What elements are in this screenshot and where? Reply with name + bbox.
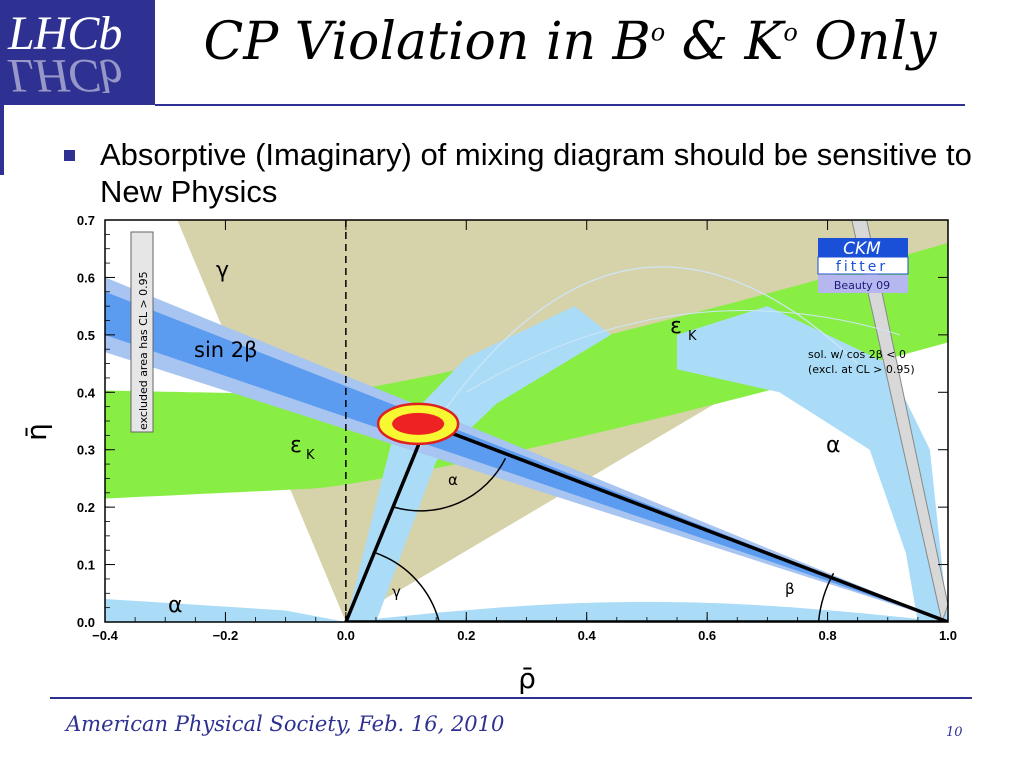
apex-ellipse-inner: [392, 412, 445, 435]
x-tick-label: 0.4: [578, 628, 597, 643]
y-tick-label: 0.5: [77, 328, 95, 343]
angle-beta-label: β: [785, 580, 795, 598]
alpha-band-left: [105, 599, 346, 622]
cos2beta-note-line1: sol. w/ cos 2β < 0: [808, 348, 906, 361]
y-tick-label: 0.3: [77, 443, 95, 458]
y-tick-label: 0.7: [77, 213, 95, 228]
sin2beta-inner-band: [105, 291, 948, 622]
y-tick-label: 0.2: [77, 500, 95, 515]
angle-alpha-label: α: [448, 471, 458, 489]
alpha-band-center: [345, 306, 611, 622]
legend-subtitle: fitter: [836, 259, 888, 275]
y-tick-label: 0.6: [77, 270, 95, 285]
alpha-band-right: [677, 306, 948, 622]
ckm-chart: −0.4 −0.2 0.0 0.2 0.4 0.6 0.8 1.0 0.0 0.1 0.2 0.3 0.…: [20, 213, 957, 695]
excluded-note: excluded area has CL > 0.95: [137, 271, 150, 430]
x-tick-label: 0.0: [337, 628, 355, 643]
gamma-label-top: γ: [216, 258, 229, 283]
legend-conference: Beauty 09: [834, 279, 890, 292]
title-rule: [155, 104, 965, 106]
slide-title: CP Violation in Bo & Ko Only: [203, 12, 937, 72]
cos2beta-band: [851, 220, 948, 622]
y-tick-label: 0.1: [77, 558, 95, 573]
legend-ckm-bg: [818, 238, 908, 257]
x-tick-label: 1.0: [939, 628, 957, 643]
footer-rule: [50, 697, 972, 699]
epsK-label-left-sub: K: [306, 448, 315, 463]
legend-title: CKM: [843, 239, 881, 259]
epsK-label-left: ε: [290, 433, 302, 458]
lhcb-logo: LHCb LHCb: [0, 0, 155, 105]
x-tick-label: 0.2: [457, 628, 475, 643]
y-tick-label: 0.4: [77, 385, 96, 400]
logo-bar: [0, 105, 4, 175]
bullet-text: Absorptive (Imaginary) of mixing diagram…: [100, 137, 972, 209]
logo-text: LHCb: [8, 7, 122, 60]
footer-text: American Physical Society, Feb. 16, 2010: [66, 712, 505, 736]
y-tick-label: 0.0: [77, 615, 95, 630]
alpha-angle-arc: [393, 457, 507, 512]
bullet-marker: [64, 150, 75, 161]
faint-circle-arc-2: [466, 310, 900, 393]
x-tick-label: 0.6: [698, 628, 716, 643]
faint-circle-arc-1: [417, 266, 859, 451]
plot-area: [105, 220, 948, 622]
x-axis-label: ρ̄: [518, 662, 536, 695]
gamma-angle-arc: [375, 552, 440, 622]
alpha-label-right: α: [826, 433, 841, 458]
alpha-band-bottom: [345, 601, 948, 622]
x-tick-label: −0.4: [92, 628, 118, 643]
y-axis-label: η̄: [20, 423, 53, 441]
angle-gamma-label: γ: [392, 583, 401, 601]
excluded-note-box: [130, 231, 154, 433]
legend-conf-bg: [818, 275, 908, 293]
legend-fitter-bg: [817, 256, 909, 275]
alpha-label-bottom: α: [168, 593, 183, 618]
sin2beta-label: sin 2β: [194, 338, 258, 362]
x-tick-label: −0.2: [213, 628, 239, 643]
beta-angle-arc: [817, 572, 835, 622]
cos2beta-note-line2: (excl. at CL > 0.95): [808, 363, 915, 376]
x-tick-label: 0.8: [819, 628, 837, 643]
page-number: 10: [946, 725, 963, 740]
sin2beta-outer-band: [105, 277, 948, 622]
epsK-label-top: ε: [670, 314, 682, 339]
unitarity-triangle: [344, 421, 948, 622]
epsK-label-top-sub: K: [688, 329, 697, 344]
